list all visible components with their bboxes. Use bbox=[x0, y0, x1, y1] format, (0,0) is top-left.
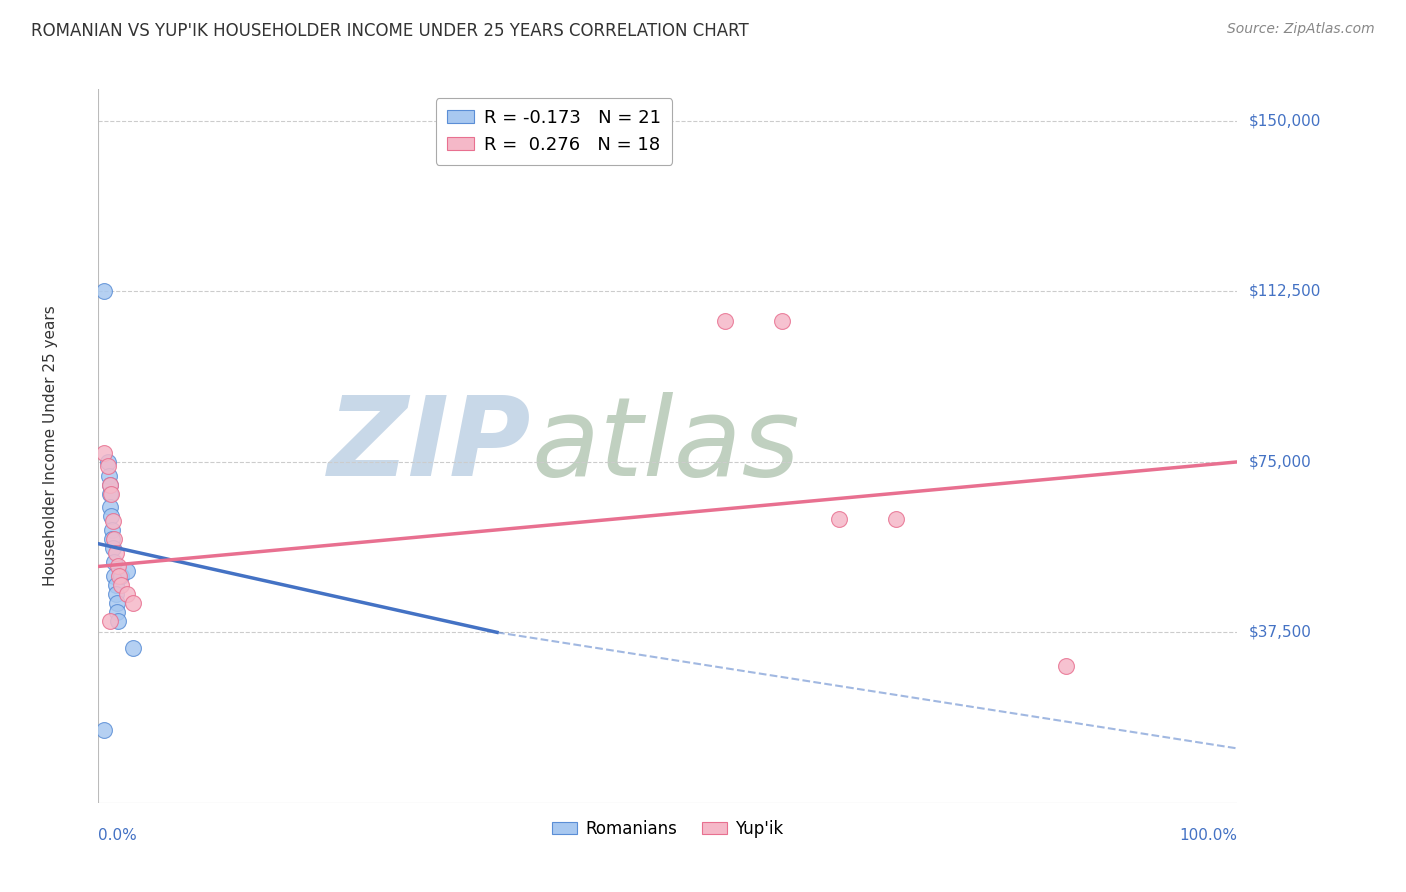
Point bbox=[103, 541, 125, 556]
Point bbox=[105, 596, 128, 610]
Point bbox=[103, 568, 125, 582]
Point bbox=[93, 446, 115, 460]
Text: $75,000: $75,000 bbox=[1249, 454, 1312, 469]
Point bbox=[884, 512, 907, 526]
Point bbox=[98, 614, 121, 628]
Point bbox=[103, 514, 125, 528]
Point bbox=[108, 568, 131, 582]
Text: $150,000: $150,000 bbox=[1249, 113, 1320, 128]
Point bbox=[103, 555, 125, 569]
Point bbox=[1054, 659, 1078, 673]
Point bbox=[97, 468, 120, 483]
Point bbox=[98, 477, 121, 491]
Point bbox=[93, 723, 115, 737]
Point bbox=[93, 285, 115, 299]
Text: ZIP: ZIP bbox=[328, 392, 531, 500]
Point bbox=[103, 532, 125, 546]
Point bbox=[121, 641, 143, 656]
Point bbox=[98, 487, 121, 501]
Text: atlas: atlas bbox=[531, 392, 800, 500]
Text: Source: ZipAtlas.com: Source: ZipAtlas.com bbox=[1227, 22, 1375, 37]
Text: Householder Income Under 25 years: Householder Income Under 25 years bbox=[44, 306, 58, 586]
Point bbox=[100, 487, 122, 501]
Point bbox=[107, 614, 129, 628]
Point bbox=[115, 564, 138, 578]
Point bbox=[104, 546, 127, 560]
Point bbox=[96, 459, 118, 474]
Point bbox=[105, 605, 128, 619]
Point bbox=[101, 523, 124, 537]
Legend: Romanians, Yup'ik: Romanians, Yup'ik bbox=[546, 814, 790, 845]
Point bbox=[115, 587, 138, 601]
Point bbox=[98, 477, 121, 491]
Text: 100.0%: 100.0% bbox=[1180, 828, 1237, 843]
Point bbox=[121, 596, 143, 610]
Point bbox=[107, 559, 129, 574]
Text: 0.0%: 0.0% bbox=[98, 828, 138, 843]
Point bbox=[110, 577, 132, 591]
Text: ROMANIAN VS YUP'IK HOUSEHOLDER INCOME UNDER 25 YEARS CORRELATION CHART: ROMANIAN VS YUP'IK HOUSEHOLDER INCOME UN… bbox=[31, 22, 748, 40]
Text: $37,500: $37,500 bbox=[1249, 625, 1312, 640]
Point bbox=[98, 500, 121, 515]
Point bbox=[770, 314, 793, 328]
Point bbox=[100, 509, 122, 524]
Point bbox=[828, 512, 851, 526]
Point bbox=[110, 568, 132, 582]
Point bbox=[714, 314, 737, 328]
Point bbox=[96, 455, 118, 469]
Point bbox=[101, 532, 124, 546]
Point bbox=[104, 577, 127, 591]
Text: $112,500: $112,500 bbox=[1249, 284, 1320, 299]
Point bbox=[104, 587, 127, 601]
